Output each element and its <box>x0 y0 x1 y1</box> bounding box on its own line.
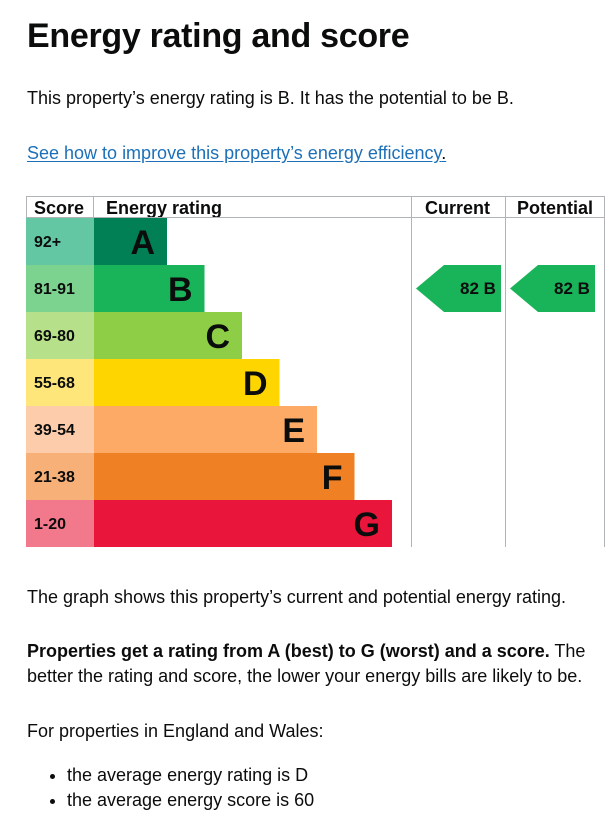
band-letter-f: F <box>322 459 343 497</box>
score-range-d: 55-68 <box>34 375 75 392</box>
england-wales-intro: For properties in England and Wales: <box>27 721 324 741</box>
score-range-e: 39-54 <box>34 422 75 439</box>
score-cell-a <box>26 218 94 265</box>
improve-efficiency-link[interactable]: See how to improve this property’s energ… <box>27 143 442 163</box>
current-rating-label: 82 B <box>460 279 496 298</box>
score-cell-e <box>26 406 94 453</box>
band-bar-e <box>94 406 317 453</box>
rating-summary: This property’s energy rating is B. It h… <box>27 88 514 108</box>
band-bar-b <box>94 265 205 312</box>
score-cell-d <box>26 359 94 406</box>
header-current: Current <box>425 198 490 218</box>
potential-rating-label: 82 B <box>554 279 590 298</box>
score-range-g: 1-20 <box>34 516 66 533</box>
band-bar-c <box>94 312 242 359</box>
band-letter-d: D <box>243 365 268 403</box>
improve-efficiency-link-wrapper: See how to improve this property’s energ… <box>27 141 446 166</box>
score-range-c: 69-80 <box>34 328 75 345</box>
band-letter-c: C <box>205 318 230 356</box>
band-letter-e: E <box>282 412 305 450</box>
potential-arrow <box>510 265 595 312</box>
score-range-f: 21-38 <box>34 469 75 486</box>
band-letter-g: G <box>354 506 380 544</box>
band-bar-g <box>94 500 392 547</box>
header-potential: Potential <box>517 198 593 218</box>
current-arrow <box>416 265 501 312</box>
rating-explanation-bold: Properties get a rating from A (best) to… <box>27 641 550 661</box>
averages-list: the average energy rating is D the avera… <box>27 763 314 813</box>
band-bar-d <box>94 359 280 406</box>
score-cell-b <box>26 265 94 312</box>
band-letter-a: A <box>130 224 155 262</box>
rating-explanation-rest: The better the rating and score, the low… <box>27 641 586 686</box>
graph-description: The graph shows this property’s current … <box>27 587 566 607</box>
average-rating-item: the average energy rating is D <box>67 763 314 788</box>
score-cell-c <box>26 312 94 359</box>
band-letter-b: B <box>168 271 193 309</box>
band-bar-f <box>94 453 355 500</box>
energy-rating-chart: Score Energy rating Current Potential 92+ A 81… <box>26 196 605 547</box>
score-range-a: 92+ <box>34 234 61 251</box>
page-title: Energy rating and score <box>27 17 410 55</box>
header-score: Score <box>34 198 84 218</box>
score-cell-f <box>26 453 94 500</box>
average-score-item: the average energy score is 60 <box>67 788 314 813</box>
header-energy-rating: Energy rating <box>106 198 222 218</box>
score-cell-g <box>26 500 94 547</box>
rating-explanation: Properties get a rating from A (best) to… <box>27 639 597 689</box>
link-period: . <box>441 143 447 163</box>
band-bar-a <box>94 218 167 265</box>
score-range-b: 81-91 <box>34 281 75 298</box>
